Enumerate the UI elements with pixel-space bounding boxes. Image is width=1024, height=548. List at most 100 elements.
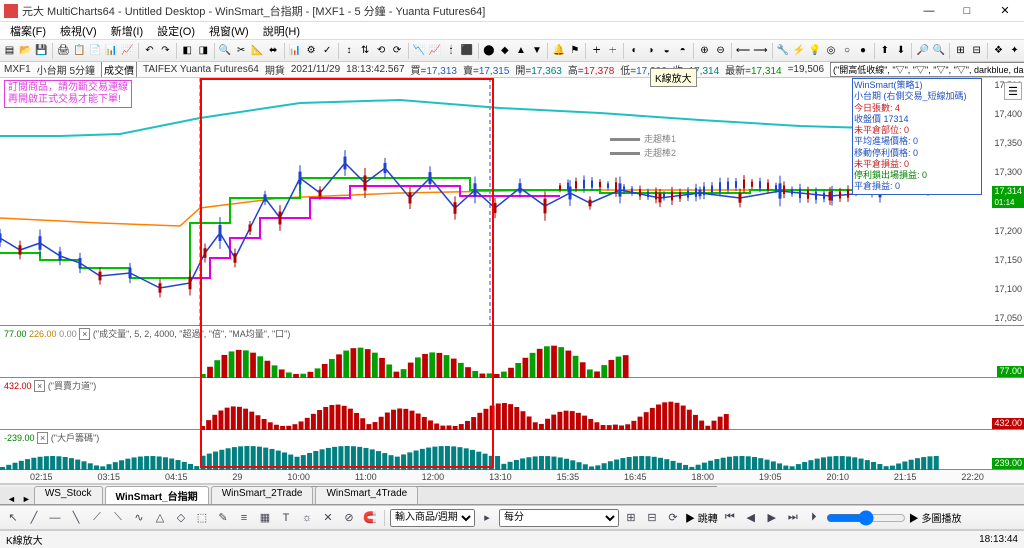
- toolbar-button[interactable]: 🖨: [56, 42, 71, 60]
- replay-button[interactable]: ▶ 多圖播放: [909, 510, 962, 525]
- toolbar-button[interactable]: ❖: [991, 42, 1006, 60]
- toolbar-button[interactable]: 🕯: [443, 42, 458, 60]
- draw-tool[interactable]: T: [277, 509, 295, 527]
- sidebar-toggle-button[interactable]: ☰: [1004, 82, 1022, 100]
- draw-tool[interactable]: ⬚: [193, 509, 211, 527]
- menu-檔案(F)[interactable]: 檔案(F): [4, 22, 52, 40]
- toolbar-button[interactable]: ⟲: [374, 42, 389, 60]
- draw-tool[interactable]: —: [46, 509, 64, 527]
- toolbar-button[interactable]: 📄: [88, 42, 103, 60]
- tab-prev[interactable]: ◄: [4, 494, 19, 504]
- toolbar-button[interactable]: 📈: [120, 42, 135, 60]
- toolbar-button[interactable]: 💡: [807, 42, 822, 60]
- toolbar-button[interactable]: ◨: [196, 42, 211, 60]
- draw-tool[interactable]: ◇: [172, 509, 190, 527]
- tab-WinSmart_2Trade[interactable]: WinSmart_2Trade: [211, 486, 314, 504]
- toolbar-button[interactable]: ◆: [497, 42, 512, 60]
- toolbar-button[interactable]: 📂: [18, 42, 33, 60]
- chart-area[interactable]: 訂閱商品，請勿斷交易連線 再開啟正式交易才能下單! 17,50017,40017…: [0, 78, 1024, 503]
- toolbar-button[interactable]: ⬆: [877, 42, 892, 60]
- menu-新增(I)[interactable]: 新增(I): [105, 22, 149, 40]
- toolbar-button[interactable]: ▼: [529, 42, 544, 60]
- toolbar-button[interactable]: ◒: [659, 42, 674, 60]
- tab-WinSmart_4Trade[interactable]: WinSmart_4Trade: [315, 486, 418, 504]
- menu-說明(H)[interactable]: 說明(H): [257, 22, 306, 40]
- toolbar-button[interactable]: ▲: [513, 42, 528, 60]
- toolbar-button[interactable]: ⟶: [752, 42, 768, 60]
- minimize-button[interactable]: —: [914, 2, 944, 20]
- close-button[interactable]: ✕: [990, 2, 1020, 20]
- period-select[interactable]: 每分: [499, 509, 619, 527]
- toolbar-button[interactable]: ◎: [823, 42, 838, 60]
- toolbar-button[interactable]: 🔎: [915, 42, 930, 60]
- toolbar-button[interactable]: ⚙: [304, 42, 319, 60]
- toolbar-button[interactable]: ✂: [234, 42, 249, 60]
- draw-tool[interactable]: ⊘: [340, 509, 358, 527]
- toolbar-button[interactable]: 🞡: [605, 42, 620, 60]
- toolbar-button[interactable]: ⟳: [390, 42, 405, 60]
- toolbar-button[interactable]: ⬛: [460, 42, 475, 60]
- playback-button[interactable]: ⏵: [805, 509, 823, 527]
- menu-設定(O)[interactable]: 設定(O): [151, 22, 201, 40]
- toolbar-button[interactable]: ⚡: [791, 42, 806, 60]
- toolbar-button[interactable]: 🔔: [551, 42, 566, 60]
- toolbar-button[interactable]: ◓: [675, 42, 690, 60]
- menu-檢視(V)[interactable]: 檢視(V): [54, 22, 103, 40]
- toolbar-button[interactable]: ⬇: [893, 42, 908, 60]
- toolbar-button[interactable]: 📊: [104, 42, 119, 60]
- main-price-chart[interactable]: 17,50017,40017,35017,30017,25017,20017,1…: [0, 78, 1024, 326]
- playback-button[interactable]: ▶: [763, 509, 781, 527]
- draw-tool[interactable]: ✕: [319, 509, 337, 527]
- draw-tool[interactable]: ≡: [235, 509, 253, 527]
- draw-tool[interactable]: △: [151, 509, 169, 527]
- toolbar-button[interactable]: ✦: [1007, 42, 1022, 60]
- toolbar-button[interactable]: ⟵: [735, 42, 751, 60]
- jump-button[interactable]: ▶ 跳轉: [685, 510, 718, 525]
- toolbar-button[interactable]: ⚑: [567, 42, 582, 60]
- toolbar-button[interactable]: ⊖: [713, 42, 728, 60]
- volume-subchart[interactable]: 77.00 226.00 0.00 × ("成交量", 5, 2, 4000, …: [0, 326, 1024, 378]
- symbol-select[interactable]: 輸入商品/週期: [390, 509, 475, 527]
- toolbar-button[interactable]: ○: [839, 42, 854, 60]
- toolbar-button[interactable]: ⊞: [953, 42, 968, 60]
- toolbar-button[interactable]: ⬤: [481, 42, 496, 60]
- toolbar-button[interactable]: ▤: [2, 42, 17, 60]
- speed-slider[interactable]: [826, 510, 906, 526]
- draw-tool[interactable]: ▦: [256, 509, 274, 527]
- toolbar-button[interactable]: ●: [856, 42, 871, 60]
- toolbar-button[interactable]: 📈: [427, 42, 442, 60]
- draw-tool[interactable]: ∿: [130, 509, 148, 527]
- toolbar-button[interactable]: ⇅: [358, 42, 373, 60]
- draw-tool[interactable]: ✎: [214, 509, 232, 527]
- toolbar-button[interactable]: 💾: [34, 42, 49, 60]
- draw-tool[interactable]: ☼: [298, 509, 316, 527]
- playback-button[interactable]: ⏭: [784, 509, 802, 527]
- playback-button[interactable]: ◀: [742, 509, 760, 527]
- toolbar-button[interactable]: ⊟: [969, 42, 984, 60]
- draw-tool[interactable]: ╲: [67, 509, 85, 527]
- toolbar-button[interactable]: 🔍: [218, 42, 233, 60]
- bigplayer-subchart[interactable]: -239.00 × ("大戶籌碼") 239.00: [0, 430, 1024, 470]
- draw-tool[interactable]: ╱: [25, 509, 43, 527]
- maximize-button[interactable]: □: [952, 2, 982, 20]
- menu-視窗(W)[interactable]: 視窗(W): [203, 22, 255, 40]
- toolbar-button[interactable]: ↕: [341, 42, 356, 60]
- toolbar-button[interactable]: 📐: [250, 42, 265, 60]
- tab-WinSmart_台指期[interactable]: WinSmart_台指期: [105, 486, 209, 504]
- toolbar-button[interactable]: ↶: [142, 42, 157, 60]
- tab-WS_Stock[interactable]: WS_Stock: [34, 486, 103, 504]
- playback-button[interactable]: ⏮: [721, 509, 739, 527]
- tab-next[interactable]: ►: [19, 494, 34, 504]
- toolbar-button[interactable]: 🔧: [775, 42, 790, 60]
- toolbar-button[interactable]: ⬌: [266, 42, 281, 60]
- toolbar-button[interactable]: ◑: [643, 42, 658, 60]
- toolbar-button[interactable]: ⊕: [697, 42, 712, 60]
- draw-tool[interactable]: ⟋: [88, 509, 106, 527]
- draw-tool[interactable]: ↖: [4, 509, 22, 527]
- toolbar-button[interactable]: 📉: [411, 42, 426, 60]
- toolbar-button[interactable]: 📊: [288, 42, 303, 60]
- toolbar-button[interactable]: ↷: [158, 42, 173, 60]
- toolbar-button[interactable]: ◐: [627, 42, 642, 60]
- toolbar-button[interactable]: ✓: [320, 42, 335, 60]
- toolbar-button[interactable]: 🞣: [589, 42, 604, 60]
